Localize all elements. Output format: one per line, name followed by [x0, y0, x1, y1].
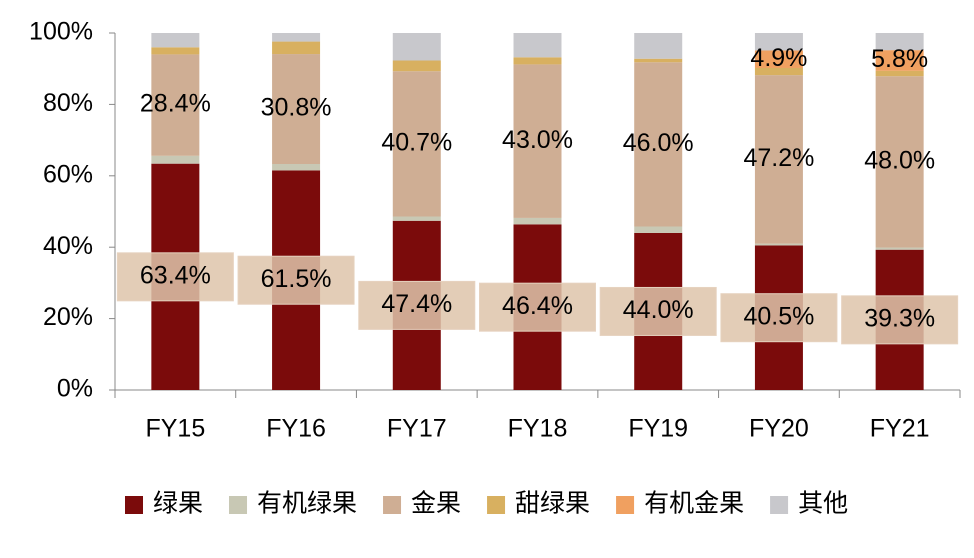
legend-swatch — [383, 496, 402, 514]
legend-swatch — [125, 496, 143, 514]
bar-segment — [634, 226, 683, 233]
bar-segment — [513, 33, 562, 58]
bar-segment — [151, 155, 200, 164]
legend-swatch — [229, 496, 248, 514]
data-label: 47.4% — [381, 290, 452, 318]
label-box — [841, 295, 959, 345]
legend-label: 绿果 — [153, 490, 203, 518]
legend-swatch — [616, 496, 635, 514]
data-label: 46.0% — [623, 129, 694, 157]
bar-segment — [272, 164, 321, 171]
legend-label: 其他 — [798, 490, 848, 518]
bar-segment — [634, 33, 683, 59]
legend-swatch — [770, 496, 789, 514]
bar-segment — [754, 75, 803, 244]
y-tick-label: 60% — [43, 160, 93, 188]
bar-segment — [392, 60, 441, 72]
bar-segment — [392, 33, 441, 61]
data-label: 39.3% — [864, 304, 935, 332]
y-tick-label: 80% — [43, 89, 93, 117]
bar-segment — [634, 62, 683, 227]
bar-segment — [754, 67, 803, 76]
legend-label: 有机金果 — [644, 490, 744, 518]
bar-segment — [513, 57, 562, 65]
legend-label: 甜绿果 — [515, 490, 590, 518]
data-label: 61.5% — [261, 265, 332, 293]
x-tick-label: FY21 — [870, 415, 930, 443]
data-label: 63.4% — [140, 261, 211, 289]
bar-segment — [634, 58, 683, 63]
bar-segment — [875, 247, 924, 250]
data-label: 44.0% — [623, 296, 694, 324]
bar-segment — [754, 243, 803, 246]
bar-segment — [754, 33, 803, 51]
bar-segment — [272, 41, 321, 55]
bar-segment — [392, 216, 441, 221]
data-label: 30.8% — [261, 94, 332, 122]
label-box — [358, 280, 476, 330]
data-label: 28.4% — [140, 90, 211, 118]
data-label: 40.5% — [743, 302, 814, 330]
y-tick-label: 0% — [57, 375, 93, 403]
x-tick-label: FY18 — [508, 415, 568, 443]
y-tick-label: 40% — [43, 232, 93, 260]
y-tick-label: 20% — [43, 303, 93, 331]
bar-segment — [392, 71, 441, 217]
data-label: 47.2% — [743, 144, 814, 172]
label-box — [599, 286, 717, 336]
bar-segment — [754, 50, 803, 68]
bar-segment — [272, 33, 321, 42]
bar-segment — [875, 33, 924, 51]
label-box — [116, 252, 234, 302]
y-tick-label: 100% — [29, 18, 93, 46]
bar-segment — [513, 64, 562, 218]
bar-segment — [513, 217, 562, 225]
x-tick-label: FY17 — [387, 415, 447, 443]
legend-label: 有机绿果 — [257, 490, 357, 518]
label-box — [237, 255, 355, 305]
data-label: 5.8% — [871, 45, 928, 73]
data-label: 48.0% — [864, 146, 935, 174]
data-label: 4.9% — [750, 44, 807, 72]
x-tick-label: FY19 — [628, 415, 688, 443]
data-label: 40.7% — [381, 128, 452, 156]
x-tick-label: FY15 — [145, 415, 205, 443]
bar-segment — [151, 33, 200, 48]
legend-swatch — [487, 496, 506, 514]
label-box — [479, 282, 596, 332]
bar-segment — [151, 54, 200, 156]
legend-label: 金果 — [411, 490, 461, 518]
data-label: 46.4% — [502, 292, 573, 320]
x-tick-label: FY16 — [266, 415, 326, 443]
bar-segment — [272, 54, 321, 165]
data-label: 43.0% — [502, 126, 573, 154]
bar-segment — [151, 47, 200, 55]
x-tick-label: FY20 — [749, 415, 809, 443]
bar-segment — [875, 70, 924, 77]
bar-segment — [875, 76, 924, 248]
bar-segment — [875, 50, 924, 71]
label-box — [720, 293, 838, 343]
